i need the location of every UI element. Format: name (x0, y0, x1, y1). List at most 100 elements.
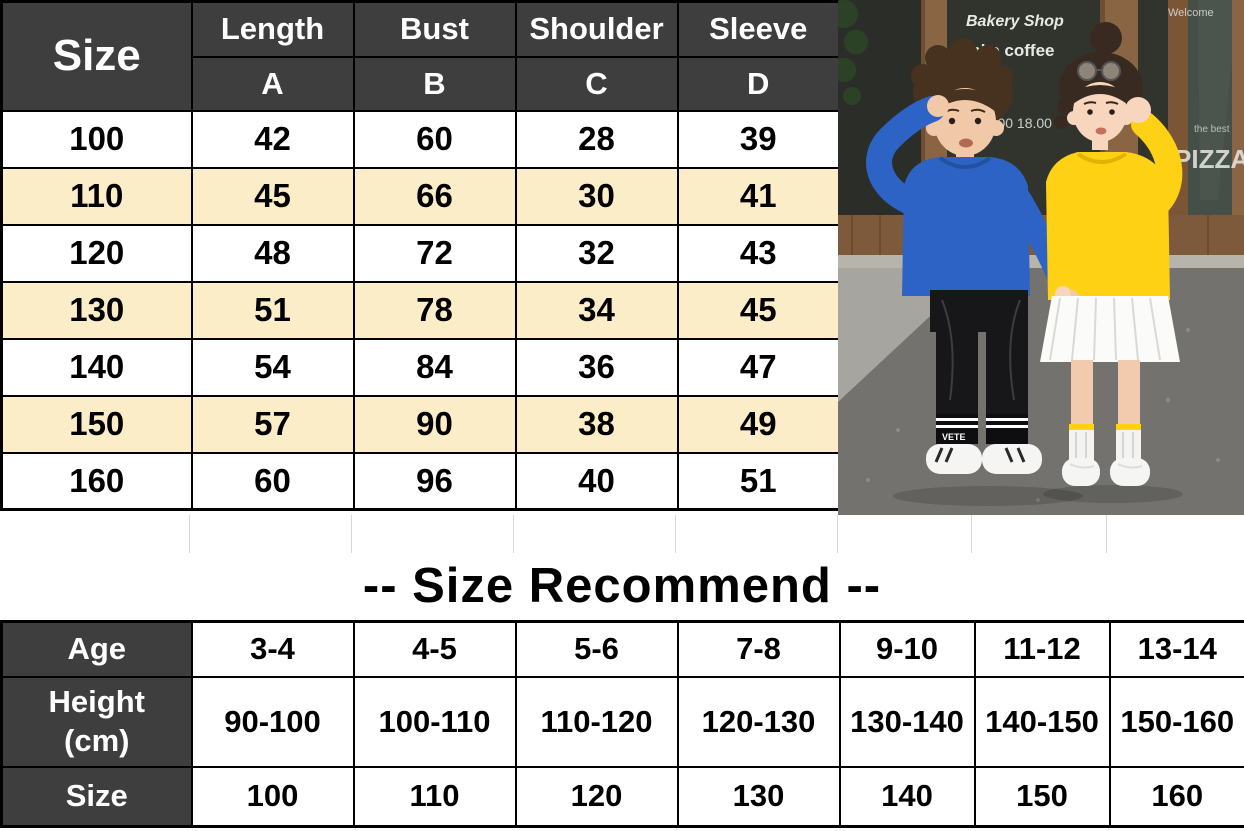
size-cell: 160 (1108, 765, 1244, 828)
size-table-corner-label: Size (0, 0, 193, 112)
sign-best: the best (1194, 124, 1230, 135)
age-cell: 5-6 (514, 620, 679, 678)
height-unit-text: (cm) (64, 722, 130, 758)
boy-figure: VETE (866, 38, 1078, 474)
cell-shoulder: 36 (514, 337, 679, 397)
cell-size: 140 (0, 337, 193, 397)
col-letter-c: C (514, 55, 679, 112)
col-header-sleeve: Sleeve (676, 0, 841, 58)
col-letter-a: A (190, 55, 355, 112)
boy-raised-arm (866, 96, 945, 218)
age-cell: 7-8 (676, 620, 841, 678)
height-cell: 150-160 (1108, 675, 1244, 768)
girl-legs (1071, 360, 1093, 428)
cell-shoulder: 32 (514, 223, 679, 283)
grid-line (351, 515, 352, 554)
grid-line (837, 515, 838, 554)
size-spec-table: Size Length Bust Shoulder Sleeve A B C D… (0, 0, 841, 511)
cell-length: 48 (190, 223, 355, 283)
height-cell: 110-120 (514, 675, 679, 768)
grid-line (1106, 515, 1107, 554)
age-row: Age 3-4 4-5 5-6 7-8 9-10 11-12 13-14 (0, 620, 1244, 678)
grid-line (189, 515, 190, 554)
age-row-label: Age (0, 620, 193, 678)
grid-line (513, 515, 514, 554)
cell-length: 57 (190, 394, 355, 454)
age-cell: 11-12 (973, 620, 1111, 678)
cell-sleeve: 41 (676, 166, 841, 226)
cell-size: 150 (0, 394, 193, 454)
cell-length: 60 (190, 451, 355, 511)
cell-length: 42 (190, 109, 355, 169)
cell-sleeve: 47 (676, 337, 841, 397)
cell-size: 110 (0, 166, 193, 226)
size-cell: 100 (190, 765, 355, 828)
table-row-110: 110 45 66 30 41 (0, 166, 841, 226)
cell-sleeve: 51 (676, 451, 841, 511)
age-cell: 4-5 (352, 620, 517, 678)
girl-hoodie (1046, 152, 1170, 300)
girl-fist (1125, 97, 1151, 123)
table-row-120: 120 48 72 32 43 (0, 223, 841, 283)
kids-hoodies-photo-illustration: Bakery Shop Sake coffee 09:00 18.00 Welc… (830, 0, 1244, 515)
cell-length: 51 (190, 280, 355, 340)
boy-pants-cuffs: VETE (936, 414, 1028, 444)
cuff-brand-text: VETE (942, 432, 966, 442)
table-row-140: 140 54 84 36 47 (0, 337, 841, 397)
cell-size: 130 (0, 280, 193, 340)
cell-shoulder: 38 (514, 394, 679, 454)
boy-hand (927, 95, 949, 117)
product-photo: Bakery Shop Sake coffee 09:00 18.00 Welc… (830, 0, 1244, 515)
age-cell: 13-14 (1108, 620, 1244, 678)
girl-figure (1040, 22, 1183, 486)
size-recommend-table: Age 3-4 4-5 5-6 7-8 9-10 11-12 13-14 Hei… (0, 620, 1244, 828)
age-cell: 3-4 (190, 620, 355, 678)
cell-sleeve: 45 (676, 280, 841, 340)
girl-face (1073, 82, 1127, 142)
size-cell: 110 (352, 765, 517, 828)
col-letter-b: B (352, 55, 517, 112)
cell-size: 160 (0, 451, 193, 511)
height-cell: 140-150 (973, 675, 1111, 768)
size-row: Size 100 110 120 130 140 150 160 (0, 765, 1244, 828)
col-header-length: Length (190, 0, 355, 58)
boy-hoodie (902, 157, 1030, 296)
sunglasses (1077, 61, 1121, 81)
cell-sleeve: 39 (676, 109, 841, 169)
cell-bust: 96 (352, 451, 517, 511)
cell-shoulder: 40 (514, 451, 679, 511)
size-cell: 150 (973, 765, 1111, 828)
table-row-130: 130 51 78 34 45 (0, 280, 841, 340)
height-label-text: Height (48, 683, 145, 719)
girl-raised-arm (1131, 111, 1183, 218)
height-row-label: Height (cm) (0, 675, 193, 768)
cell-bust: 66 (352, 166, 517, 226)
cell-bust: 90 (352, 394, 517, 454)
cell-bust: 78 (352, 280, 517, 340)
height-cell: 130-140 (838, 675, 976, 768)
cell-bust: 72 (352, 223, 517, 283)
girl-socks (1069, 424, 1141, 460)
boy-face (934, 88, 996, 156)
col-header-bust: Bust (352, 0, 517, 58)
cell-bust: 60 (352, 109, 517, 169)
table-row-150: 150 57 90 38 49 (0, 394, 841, 454)
cell-shoulder: 28 (514, 109, 679, 169)
cell-length: 45 (190, 166, 355, 226)
cell-shoulder: 34 (514, 280, 679, 340)
height-cell: 120-130 (676, 675, 841, 768)
cell-sleeve: 49 (676, 394, 841, 454)
girl-hair-bun (1090, 22, 1122, 54)
age-cell: 9-10 (838, 620, 976, 678)
cell-bust: 84 (352, 337, 517, 397)
sign-bakery: Bakery Shop (966, 13, 1064, 30)
col-header-shoulder: Shoulder (514, 0, 679, 58)
size-recommend-title: -- Size Recommend -- (0, 553, 1244, 619)
cell-length: 54 (190, 337, 355, 397)
shop-sign-text: Bakery Shop Sake coffee 09:00 18.00 Welc… (960, 7, 1244, 174)
size-cell: 120 (514, 765, 679, 828)
cell-size: 120 (0, 223, 193, 283)
sign-welcome: Welcome (1168, 7, 1214, 19)
table-row-100: 100 42 60 28 39 (0, 109, 841, 169)
